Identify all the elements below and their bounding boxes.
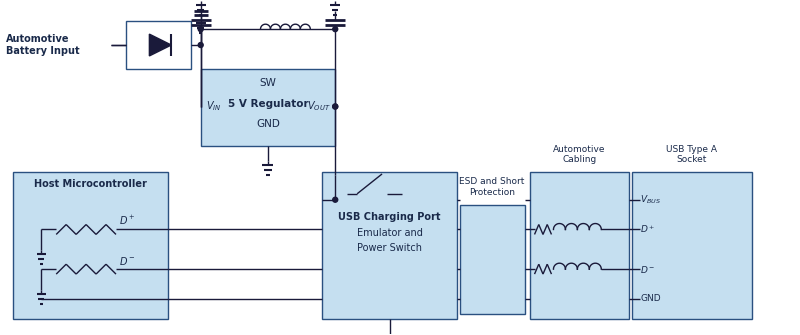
Circle shape xyxy=(198,43,203,48)
Text: Emulator and: Emulator and xyxy=(357,228,422,239)
Text: $V_{BUS}$: $V_{BUS}$ xyxy=(640,194,661,206)
Text: $D^+$: $D^+$ xyxy=(119,214,135,227)
Circle shape xyxy=(333,104,338,109)
Text: $D^-$: $D^-$ xyxy=(119,255,135,267)
Text: Host Microcontroller: Host Microcontroller xyxy=(34,179,147,189)
Circle shape xyxy=(333,27,338,31)
Text: $D^-$: $D^-$ xyxy=(640,264,656,275)
Circle shape xyxy=(198,27,203,31)
Circle shape xyxy=(333,104,338,109)
Text: SW: SW xyxy=(259,78,276,88)
Text: Automotive
Cabling: Automotive Cabling xyxy=(553,145,606,164)
Text: USB Charging Port: USB Charging Port xyxy=(338,212,441,221)
Text: Automotive
Battery Input: Automotive Battery Input xyxy=(6,34,80,56)
Text: GND: GND xyxy=(640,294,661,304)
Text: $V_{OUT}$: $V_{OUT}$ xyxy=(306,99,330,114)
Circle shape xyxy=(333,197,338,202)
Bar xyxy=(530,172,630,319)
Bar xyxy=(201,69,335,146)
Bar xyxy=(632,172,752,319)
Polygon shape xyxy=(150,34,171,56)
Bar xyxy=(126,21,190,69)
Bar xyxy=(322,172,457,319)
Text: USB Type A
Socket: USB Type A Socket xyxy=(666,145,718,164)
Text: GND: GND xyxy=(256,119,280,129)
Bar xyxy=(460,205,525,314)
Text: ESD and Short
Protection: ESD and Short Protection xyxy=(459,177,525,197)
Text: 5 V Regulator: 5 V Regulator xyxy=(228,98,308,109)
Text: $V_{IN}$: $V_{IN}$ xyxy=(206,99,222,114)
Text: Power Switch: Power Switch xyxy=(357,243,422,253)
Bar xyxy=(14,172,168,319)
Text: $D^+$: $D^+$ xyxy=(640,224,656,235)
